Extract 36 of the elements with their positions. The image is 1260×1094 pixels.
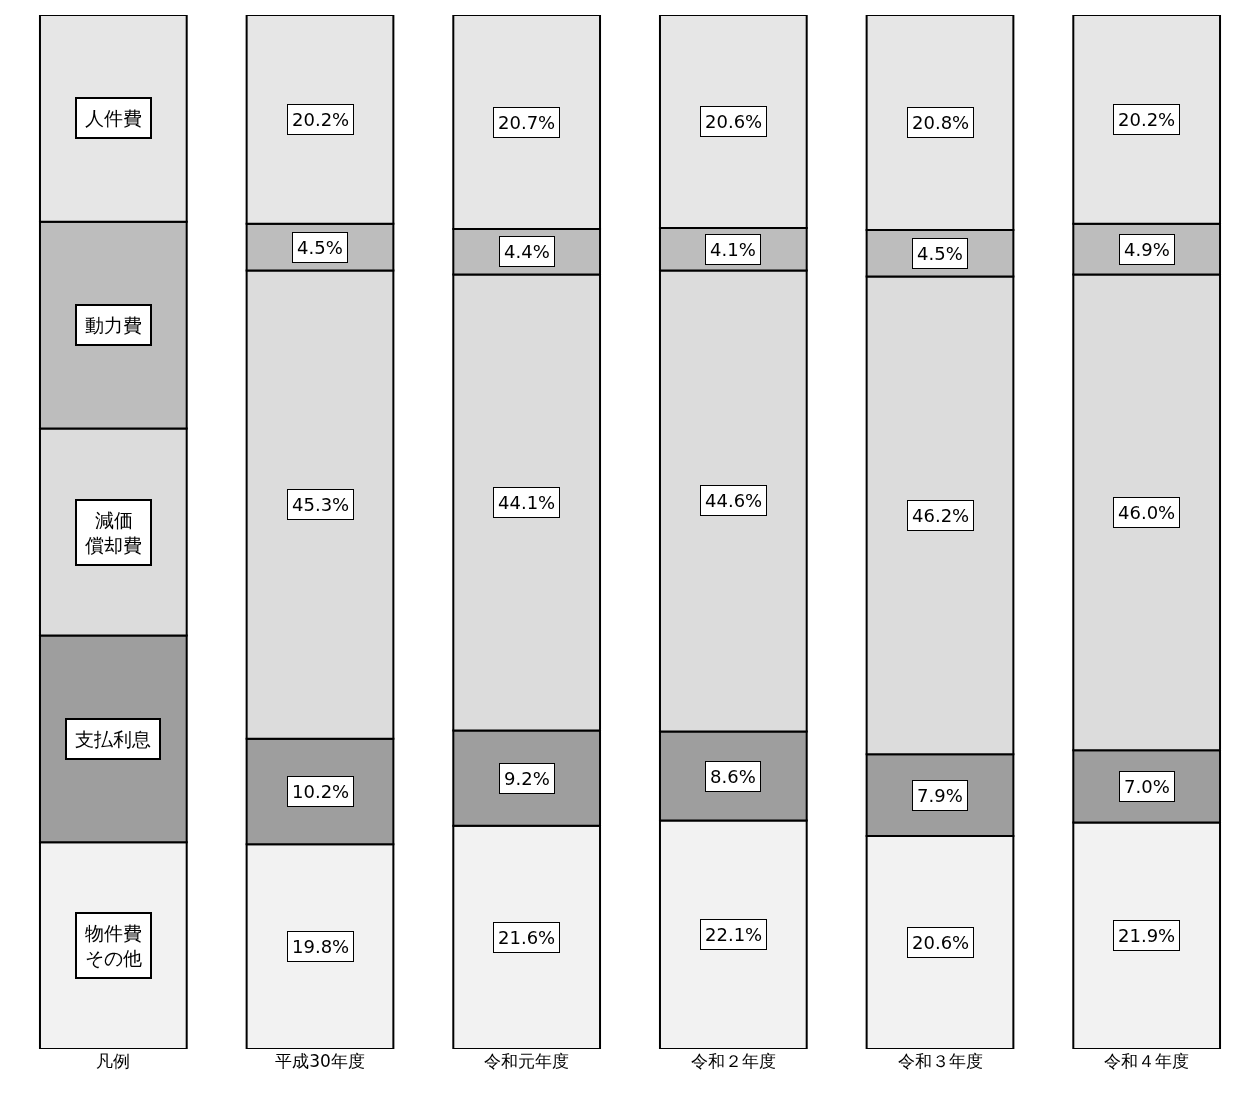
data-label: 19.8% xyxy=(292,936,350,957)
data-label: 22.1% xyxy=(705,924,763,945)
data-label: 7.9% xyxy=(917,785,963,806)
data-label: 20.7% xyxy=(498,112,556,133)
data-label: 20.8% xyxy=(912,112,970,133)
x-tick-label: 令和２年度 xyxy=(690,1051,776,1071)
text: 物件費その他 xyxy=(85,922,142,969)
data-label: 8.6% xyxy=(710,766,756,787)
data-label: 20.2% xyxy=(1118,109,1176,130)
data-label: 20.6% xyxy=(705,111,763,132)
data-label: 45.3% xyxy=(292,494,350,515)
x-tick-label: 平成30年度 xyxy=(275,1051,365,1071)
data-label: 21.6% xyxy=(498,927,556,948)
text: 減価償却費 xyxy=(85,509,142,556)
data-label: 20.2% xyxy=(292,109,350,130)
data-label: 46.2% xyxy=(912,505,970,526)
legend-title: 凡例 xyxy=(96,1051,131,1071)
text: 人件費 xyxy=(85,107,142,129)
data-label: 4.4% xyxy=(504,241,550,262)
data-label: 7.0% xyxy=(1124,776,1170,797)
x-tick-label: 令和４年度 xyxy=(1104,1051,1190,1071)
data-label: 44.1% xyxy=(498,492,556,513)
text: 支払利息 xyxy=(75,728,151,750)
data-label: 4.5% xyxy=(297,237,343,258)
text: 動力費 xyxy=(85,314,142,336)
data-label: 4.1% xyxy=(710,239,756,260)
data-label: 46.0% xyxy=(1118,502,1176,523)
data-label: 10.2% xyxy=(292,781,350,802)
data-label: 20.6% xyxy=(912,932,970,953)
data-label: 21.9% xyxy=(1118,925,1176,946)
x-tick-label: 令和３年度 xyxy=(897,1051,983,1071)
data-label: 44.6% xyxy=(705,490,763,511)
data-label: 4.5% xyxy=(917,243,963,264)
data-label: 4.9% xyxy=(1124,239,1170,260)
data-label: 9.2% xyxy=(504,768,550,789)
x-tick-label: 令和元年度 xyxy=(484,1051,570,1071)
